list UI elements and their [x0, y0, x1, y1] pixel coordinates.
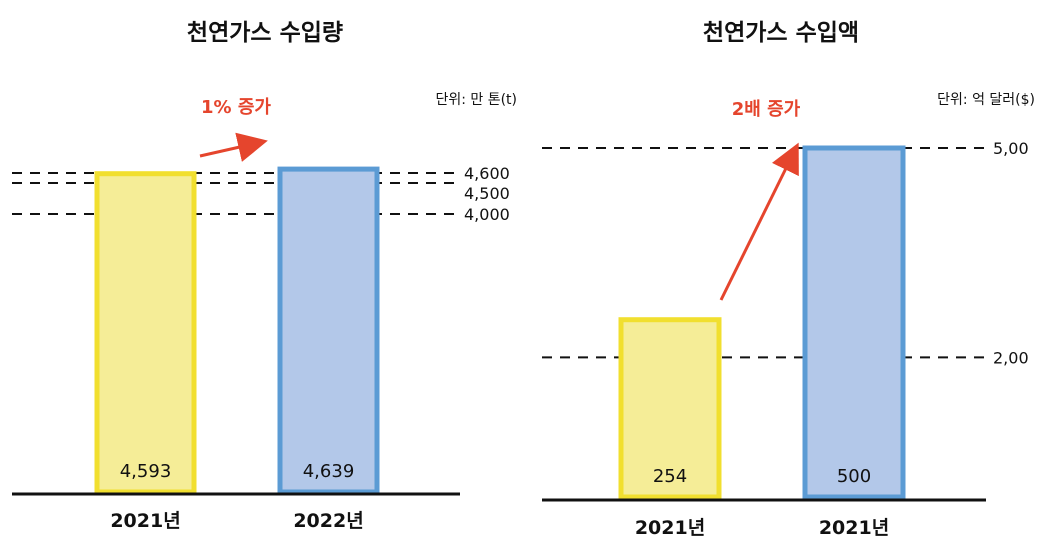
bars: 254 500 [618, 145, 906, 500]
chart-title: 천연가스 수입량 [187, 20, 343, 46]
bar [277, 166, 380, 495]
annotation-label: 1% 증가 [201, 97, 271, 118]
category-label: 2021년 [819, 517, 889, 539]
unit-label: 단위: 만 톤(t) [435, 92, 517, 108]
bar-value-label: 4,593 [120, 461, 172, 482]
chart-title: 천연가스 수입액 [703, 20, 859, 46]
reference-label: 4,600 [464, 164, 510, 183]
reference-label: 4,000 [464, 205, 510, 224]
category-label: 2021년 [110, 510, 180, 532]
annotation-label: 2배 증가 [732, 99, 801, 120]
bar [618, 317, 722, 500]
category-labels: 2021년 2021년 [635, 517, 889, 539]
bar [802, 145, 906, 500]
bar [94, 171, 197, 495]
reference-label: 5,00 [993, 139, 1029, 158]
bar-value-label: 254 [653, 466, 687, 487]
bars: 4,593 4,639 [94, 166, 380, 495]
unit-label: 단위: 억 달러($) [937, 92, 1035, 108]
reference-label: 2,00 [993, 348, 1029, 367]
category-labels: 2021년 2022년 [110, 510, 363, 532]
import-value-chart: 천연가스 수입액 단위: 억 달러($) 2배 증가 5,00 2,00 254 5… [542, 20, 1035, 539]
reference-lines: 5,00 2,00 [542, 139, 1029, 367]
category-label: 2022년 [293, 510, 363, 532]
category-label: 2021년 [635, 517, 705, 539]
reference-label: 4,500 [464, 184, 510, 203]
increase-arrow [199, 132, 268, 162]
bar-value-label: 500 [837, 466, 871, 487]
bar-value-label: 4,639 [303, 461, 355, 482]
increase-arrow [719, 142, 799, 301]
